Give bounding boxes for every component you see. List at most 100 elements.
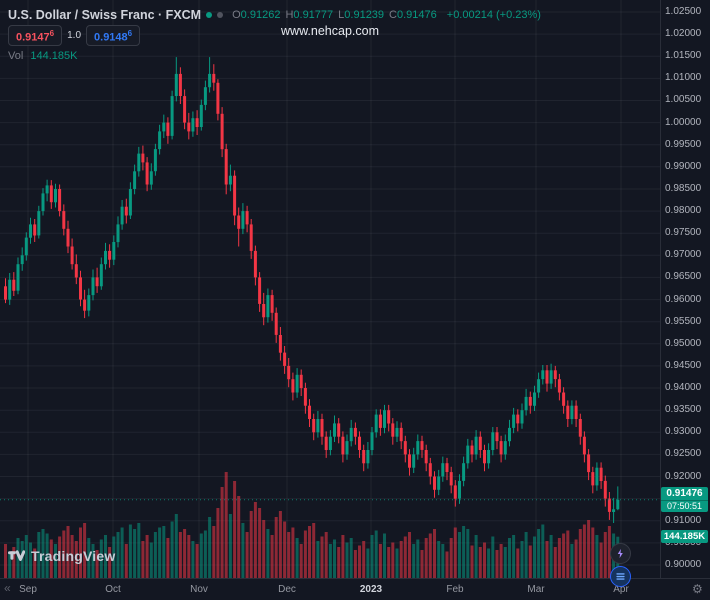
price-axis-label: 0.94000 bbox=[665, 382, 702, 393]
volume-bar bbox=[349, 538, 353, 580]
volume-bar bbox=[12, 547, 16, 580]
candle bbox=[553, 370, 557, 380]
time-axis-label: Mar bbox=[527, 584, 545, 595]
candle bbox=[603, 480, 607, 499]
candle bbox=[33, 224, 37, 236]
volume-bar bbox=[570, 544, 574, 580]
buy-button[interactable]: 0.91486 bbox=[86, 24, 141, 47]
sell-button[interactable]: 0.91476 bbox=[8, 24, 63, 47]
candle bbox=[108, 250, 112, 260]
volume-bar bbox=[174, 514, 178, 580]
candle bbox=[391, 423, 395, 437]
candle bbox=[557, 379, 561, 393]
price-axis-label: 1.00500 bbox=[665, 94, 702, 105]
legend: U.S. Dollar / Swiss Franc · FXCM O0.9126… bbox=[8, 7, 541, 62]
broker-button[interactable] bbox=[610, 566, 631, 587]
candle bbox=[607, 498, 611, 512]
volume-bar bbox=[187, 535, 191, 580]
candle bbox=[487, 450, 491, 464]
volume-bar bbox=[274, 517, 278, 580]
volume-bar bbox=[29, 542, 32, 580]
volume-bar bbox=[295, 538, 299, 580]
price-axis-label: 0.99000 bbox=[665, 161, 702, 172]
volume-bar bbox=[433, 529, 436, 580]
time-axis-label: Nov bbox=[190, 584, 208, 595]
spread-value: 1.0 bbox=[67, 30, 82, 41]
volume-bar bbox=[20, 541, 24, 580]
symbol-title[interactable]: U.S. Dollar / Swiss Franc · FXCM bbox=[8, 7, 202, 22]
volume-bar bbox=[170, 521, 174, 580]
price-axis-label: 0.93000 bbox=[665, 426, 702, 437]
volume-bar bbox=[516, 548, 520, 580]
candle bbox=[570, 405, 574, 419]
candle bbox=[41, 193, 45, 212]
candle bbox=[328, 436, 332, 450]
tradingview-logo[interactable]: TradingView bbox=[8, 547, 115, 564]
volume-bar bbox=[133, 529, 137, 580]
candle bbox=[412, 454, 416, 468]
candle bbox=[366, 450, 370, 464]
price-axis-label: 0.98500 bbox=[665, 183, 702, 194]
volume-bar bbox=[483, 542, 486, 580]
volume-bar bbox=[62, 530, 66, 580]
price-axis-label: 1.01500 bbox=[665, 50, 702, 61]
volume-bar bbox=[183, 529, 187, 580]
scroll-left-icon[interactable]: « bbox=[4, 581, 11, 595]
candle bbox=[408, 454, 411, 468]
candle bbox=[228, 175, 232, 185]
volume-bar bbox=[383, 533, 386, 580]
candle bbox=[362, 450, 366, 464]
volume-bar bbox=[449, 538, 453, 580]
volume-bar bbox=[370, 535, 374, 580]
price-axis-label: 1.02500 bbox=[665, 6, 702, 17]
price-axis-label: 0.97000 bbox=[665, 249, 702, 260]
candle bbox=[174, 73, 178, 96]
volume-bar bbox=[278, 511, 282, 580]
candle bbox=[478, 436, 482, 450]
candle bbox=[8, 279, 12, 300]
candle bbox=[258, 277, 262, 304]
volume-bar bbox=[249, 511, 253, 580]
candle bbox=[95, 277, 99, 287]
volume-bar bbox=[153, 532, 157, 580]
candle bbox=[537, 379, 541, 393]
axis-settings-gear-icon[interactable]: ⚙ bbox=[692, 582, 703, 596]
candle bbox=[495, 432, 499, 442]
volume-bar bbox=[241, 523, 245, 580]
candle bbox=[374, 414, 378, 433]
candle bbox=[54, 189, 57, 203]
candle bbox=[358, 436, 361, 450]
price-axis-label: 0.95000 bbox=[665, 338, 702, 349]
volume-bar bbox=[16, 538, 20, 580]
volume-bar bbox=[303, 530, 307, 580]
candle bbox=[178, 73, 182, 96]
time-axis-label: Dec bbox=[278, 584, 296, 595]
volume-bar bbox=[466, 529, 470, 580]
volume-bar bbox=[74, 541, 78, 580]
candle bbox=[383, 410, 386, 428]
volume-bar bbox=[453, 527, 457, 580]
volume-bar bbox=[208, 517, 212, 580]
candle bbox=[104, 250, 107, 265]
time-axis[interactable]: Sep Oct Nov Dec 2023 Feb Mar Apr bbox=[0, 578, 710, 600]
volume-bar bbox=[108, 547, 112, 580]
candle bbox=[195, 118, 199, 127]
volume-bar bbox=[562, 533, 566, 580]
volume-bar bbox=[337, 547, 341, 580]
boost-button[interactable] bbox=[610, 543, 631, 564]
volume-bar bbox=[366, 548, 370, 580]
watermark-text: www.nehcap.com bbox=[281, 24, 379, 38]
volume-bar bbox=[595, 535, 599, 580]
candle bbox=[399, 427, 403, 442]
volume-label[interactable]: Vol bbox=[8, 50, 24, 62]
candle bbox=[483, 450, 486, 464]
volume-bar bbox=[591, 527, 595, 580]
candle bbox=[133, 171, 137, 189]
candle bbox=[220, 113, 224, 150]
candle bbox=[241, 211, 245, 229]
price-axis-label: 0.94500 bbox=[665, 360, 702, 371]
candle bbox=[70, 246, 74, 265]
candle bbox=[582, 436, 586, 455]
volume-bar bbox=[45, 533, 49, 580]
